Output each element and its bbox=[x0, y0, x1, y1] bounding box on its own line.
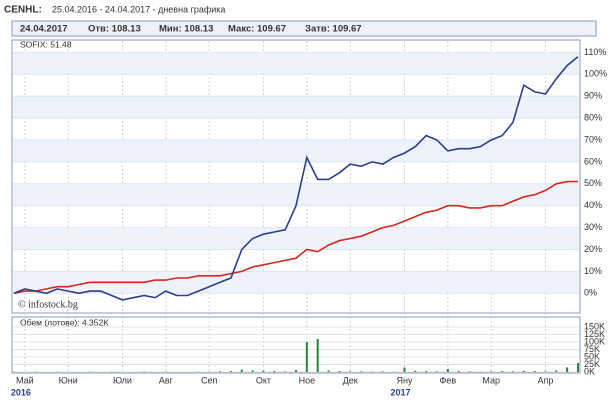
y-tick-label: 50% bbox=[584, 178, 602, 188]
volume-bar bbox=[566, 368, 568, 373]
legend-entry: SOFIX: 51.48 bbox=[20, 39, 72, 49]
x-tick-label: Авг bbox=[159, 375, 174, 385]
volume-bar bbox=[262, 371, 264, 372]
y-tick-label: 90% bbox=[584, 91, 602, 101]
grid-band bbox=[13, 96, 579, 118]
volume-bar bbox=[544, 371, 546, 372]
volume-title: Обем (лотове): 4.352K bbox=[20, 317, 109, 327]
volume-bar bbox=[469, 371, 471, 372]
volume-bar bbox=[219, 371, 221, 372]
x-tick-label: Мар bbox=[482, 375, 500, 385]
volume-bar bbox=[577, 363, 579, 372]
volume-bar bbox=[252, 371, 254, 373]
y-tick-label: 100% bbox=[584, 69, 607, 79]
quote-open: Отв: 108.13 bbox=[88, 24, 141, 35]
volume-bar bbox=[328, 371, 330, 373]
period: 25.04.2016 - 24.04.2017 - дневна графика bbox=[52, 4, 225, 14]
volume-bar bbox=[317, 339, 319, 372]
volume-bar bbox=[523, 371, 525, 372]
x-tick-label: Фев bbox=[440, 375, 457, 385]
y-tick-label: 110% bbox=[584, 47, 606, 57]
y-tick-label: 0% bbox=[584, 288, 597, 298]
volume-bar bbox=[512, 371, 514, 372]
volume-bar bbox=[414, 371, 416, 372]
y-tick-label: 80% bbox=[584, 112, 602, 122]
y-tick-label: 20% bbox=[584, 244, 602, 254]
volume-bar bbox=[403, 368, 405, 373]
grid-band bbox=[13, 140, 579, 162]
x-tick-label: Окт bbox=[256, 375, 271, 385]
y-tick-label: 10% bbox=[584, 266, 602, 276]
quote-low: Мин: 108.13 bbox=[159, 24, 213, 35]
volume-bar bbox=[425, 371, 427, 372]
y-tick-label: 30% bbox=[584, 222, 602, 232]
grid-band bbox=[13, 228, 579, 250]
y-tick-label: 70% bbox=[584, 134, 602, 144]
x-year-label: 2016 bbox=[11, 387, 31, 397]
volume-bar bbox=[306, 342, 308, 372]
y-tick-label: 40% bbox=[584, 200, 602, 210]
quote-close: Затв: 109.67 bbox=[305, 24, 362, 35]
volume-bar bbox=[284, 371, 286, 372]
volume-bar bbox=[555, 371, 557, 373]
x-year-label: 2017 bbox=[390, 387, 410, 397]
quote-date: 24.04.2017 bbox=[20, 24, 68, 35]
x-tick-label: Ное bbox=[299, 375, 316, 385]
volume-bar bbox=[230, 371, 232, 372]
grid-band bbox=[13, 52, 579, 74]
volume-bar bbox=[447, 369, 449, 372]
volume-bar bbox=[360, 371, 362, 372]
x-tick-label: Юли bbox=[113, 375, 132, 385]
x-tick-label: Апр bbox=[538, 375, 554, 385]
y-tick-label: 150K bbox=[584, 321, 605, 331]
x-tick-label: Юни bbox=[59, 375, 78, 385]
quote-high: Макс: 109.67 bbox=[228, 24, 286, 35]
volume-bar bbox=[534, 371, 536, 372]
x-tick-label: Дек bbox=[343, 375, 358, 385]
volume-bar bbox=[295, 370, 297, 372]
volume-bar bbox=[490, 371, 492, 372]
volume-bar bbox=[241, 370, 243, 372]
volume-bar bbox=[382, 371, 384, 372]
symbol: CENHL: bbox=[4, 5, 42, 16]
volume-bar bbox=[436, 371, 438, 372]
volume-bar bbox=[349, 371, 351, 372]
x-tick-label: Яну bbox=[396, 375, 412, 385]
watermark: © infostock.bg bbox=[18, 299, 78, 310]
x-tick-label: Сеп bbox=[201, 375, 218, 385]
y-tick-label: 60% bbox=[584, 156, 602, 166]
volume-bar bbox=[501, 371, 503, 372]
volume-bar bbox=[273, 371, 275, 372]
x-tick-label: Май bbox=[16, 375, 34, 385]
volume-bar bbox=[338, 371, 340, 372]
volume-bar bbox=[458, 371, 460, 372]
